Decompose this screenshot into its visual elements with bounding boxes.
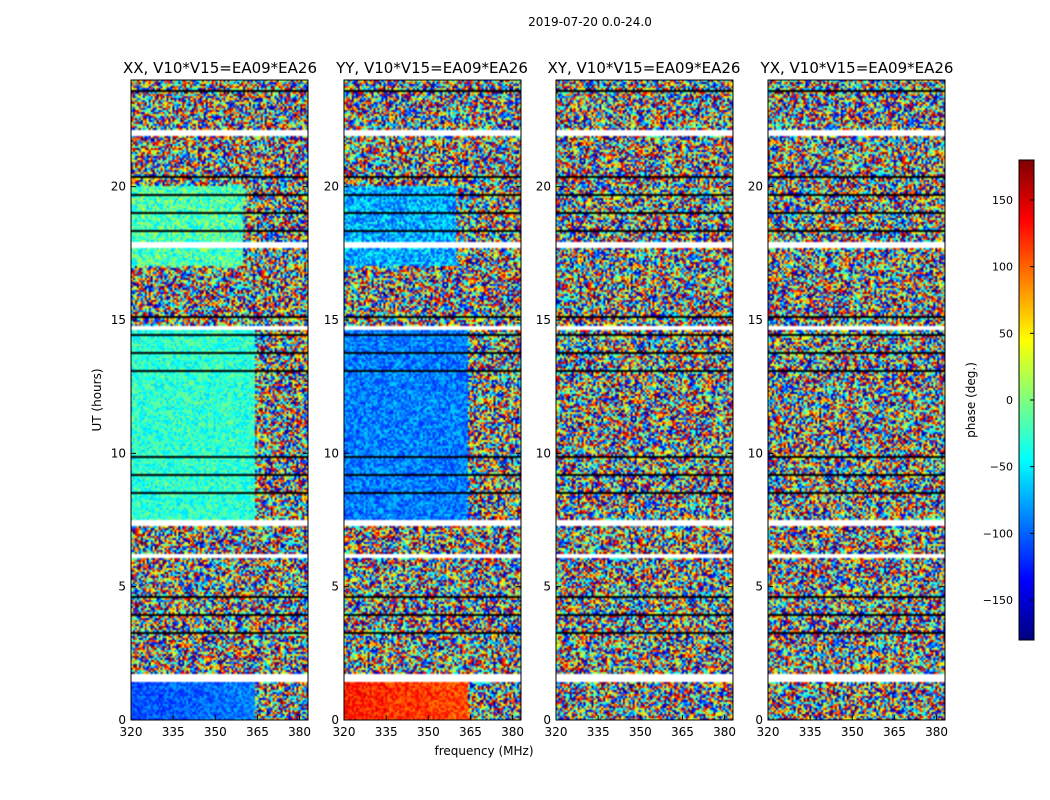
axes-frame-xy (555, 79, 734, 721)
panel-yx: YX, V10*V15=EA09*EA26 0 5 10 15 20 320 335 350… (748, 59, 954, 739)
heatmap-xx (131, 80, 308, 720)
colorbar-tick-label: −50 (990, 461, 1013, 474)
colorbar-tick-label: 150 (992, 194, 1013, 207)
x-tick-label: 350 (629, 725, 652, 739)
x-tick-label: 365 (246, 725, 269, 739)
x-tick-label: 350 (841, 725, 864, 739)
x-tick-label: 335 (375, 725, 398, 739)
y-tick-label: 20 (748, 180, 763, 194)
y-tick-label: 15 (536, 313, 551, 327)
panel-title-yy: YY, V10*V15=EA09*EA26 (335, 59, 528, 77)
colorbar-tick-label: 50 (999, 327, 1013, 340)
x-tick-label: 320 (757, 725, 780, 739)
x-tick-label: 335 (799, 725, 822, 739)
x-tick-label: 320 (120, 725, 143, 739)
heatmap-xy (556, 80, 733, 720)
x-tick-label: 365 (459, 725, 482, 739)
y-tick-label: 10 (536, 446, 551, 460)
axes-frame-yx (767, 79, 946, 721)
x-tick-label: 380 (288, 725, 311, 739)
y-tick-label: 0 (755, 713, 763, 727)
x-tick-label: 320 (545, 725, 568, 739)
panel-yy: YY, V10*V15=EA09*EA26 0 5 10 15 20 320 335 350… (324, 59, 528, 739)
colorbar-tick-label: −100 (983, 527, 1013, 540)
axes-frame-xx (130, 79, 309, 721)
x-tick-label: 380 (713, 725, 736, 739)
y-axis-label: UT (hours) (90, 368, 104, 431)
panel-title-xx: XX, V10*V15=EA09*EA26 (123, 59, 317, 77)
x-tick-label: 350 (417, 725, 440, 739)
colorbar-tick-label: 0 (1006, 394, 1013, 407)
x-tick-label: 380 (925, 725, 948, 739)
x-ticks-yy: 320 335 350 365 380 (333, 715, 524, 739)
y-tick-label: 0 (118, 713, 126, 727)
panel-xx: XX, V10*V15=EA09*EA26 0 5 10 15 20 320 335 350… (111, 59, 317, 739)
heatmap-yy (344, 80, 521, 720)
x-axis-label: frequency (MHz) (434, 744, 533, 758)
colorbar: 150 100 50 0 −50 −100 −150 phase (deg.) (964, 159, 1035, 641)
y-ticks-xx: 0 5 10 15 20 (111, 180, 308, 727)
y-tick-label: 5 (543, 580, 551, 594)
y-tick-label: 20 (536, 180, 551, 194)
y-tick-label: 20 (324, 180, 339, 194)
x-ticks-yx: 320 335 350 365 380 (757, 715, 948, 739)
panel-title-yx: YX, V10*V15=EA09*EA26 (760, 59, 954, 77)
y-ticks-yy: 0 5 10 15 20 (324, 180, 521, 727)
y-tick-label: 10 (748, 446, 763, 460)
y-tick-label: 10 (111, 446, 126, 460)
x-tick-label: 365 (671, 725, 694, 739)
y-tick-label: 15 (748, 313, 763, 327)
x-tick-label: 335 (587, 725, 610, 739)
x-tick-label: 335 (162, 725, 185, 739)
y-tick-label: 5 (118, 580, 126, 594)
y-tick-label: 15 (324, 313, 339, 327)
axes-frame-yy (343, 79, 522, 721)
y-tick-label: 20 (111, 180, 126, 194)
x-tick-label: 320 (333, 725, 356, 739)
y-tick-label: 0 (331, 713, 339, 727)
colorbar-tick-label: 100 (992, 261, 1013, 274)
colorbar-ticks: 150 100 50 0 −50 −100 −150 (983, 194, 1034, 607)
panel-title-xy: XY, V10*V15=EA09*EA26 (548, 59, 741, 77)
y-tick-label: 5 (331, 580, 339, 594)
figure-suptitle: 2019-07-20 0.0-24.0 (528, 15, 652, 29)
x-ticks-xy: 320 335 350 365 380 (545, 715, 736, 739)
y-tick-label: 10 (324, 446, 339, 460)
y-ticks-xy: 0 5 10 15 20 (536, 180, 733, 727)
panel-xy: XY, V10*V15=EA09*EA26 0 5 10 15 20 320 335 350… (536, 59, 741, 739)
colorbar-label: phase (deg.) (964, 362, 978, 438)
y-tick-label: 0 (543, 713, 551, 727)
heatmap-yx (768, 80, 945, 720)
y-tick-label: 15 (111, 313, 126, 327)
y-tick-label: 5 (755, 580, 763, 594)
y-ticks-yx: 0 5 10 15 20 (748, 180, 945, 727)
x-ticks-xx: 320 335 350 365 380 (120, 715, 311, 739)
x-tick-label: 350 (204, 725, 227, 739)
colorbar-tick-label: −150 (983, 594, 1013, 607)
x-tick-label: 365 (883, 725, 906, 739)
x-tick-label: 380 (501, 725, 524, 739)
